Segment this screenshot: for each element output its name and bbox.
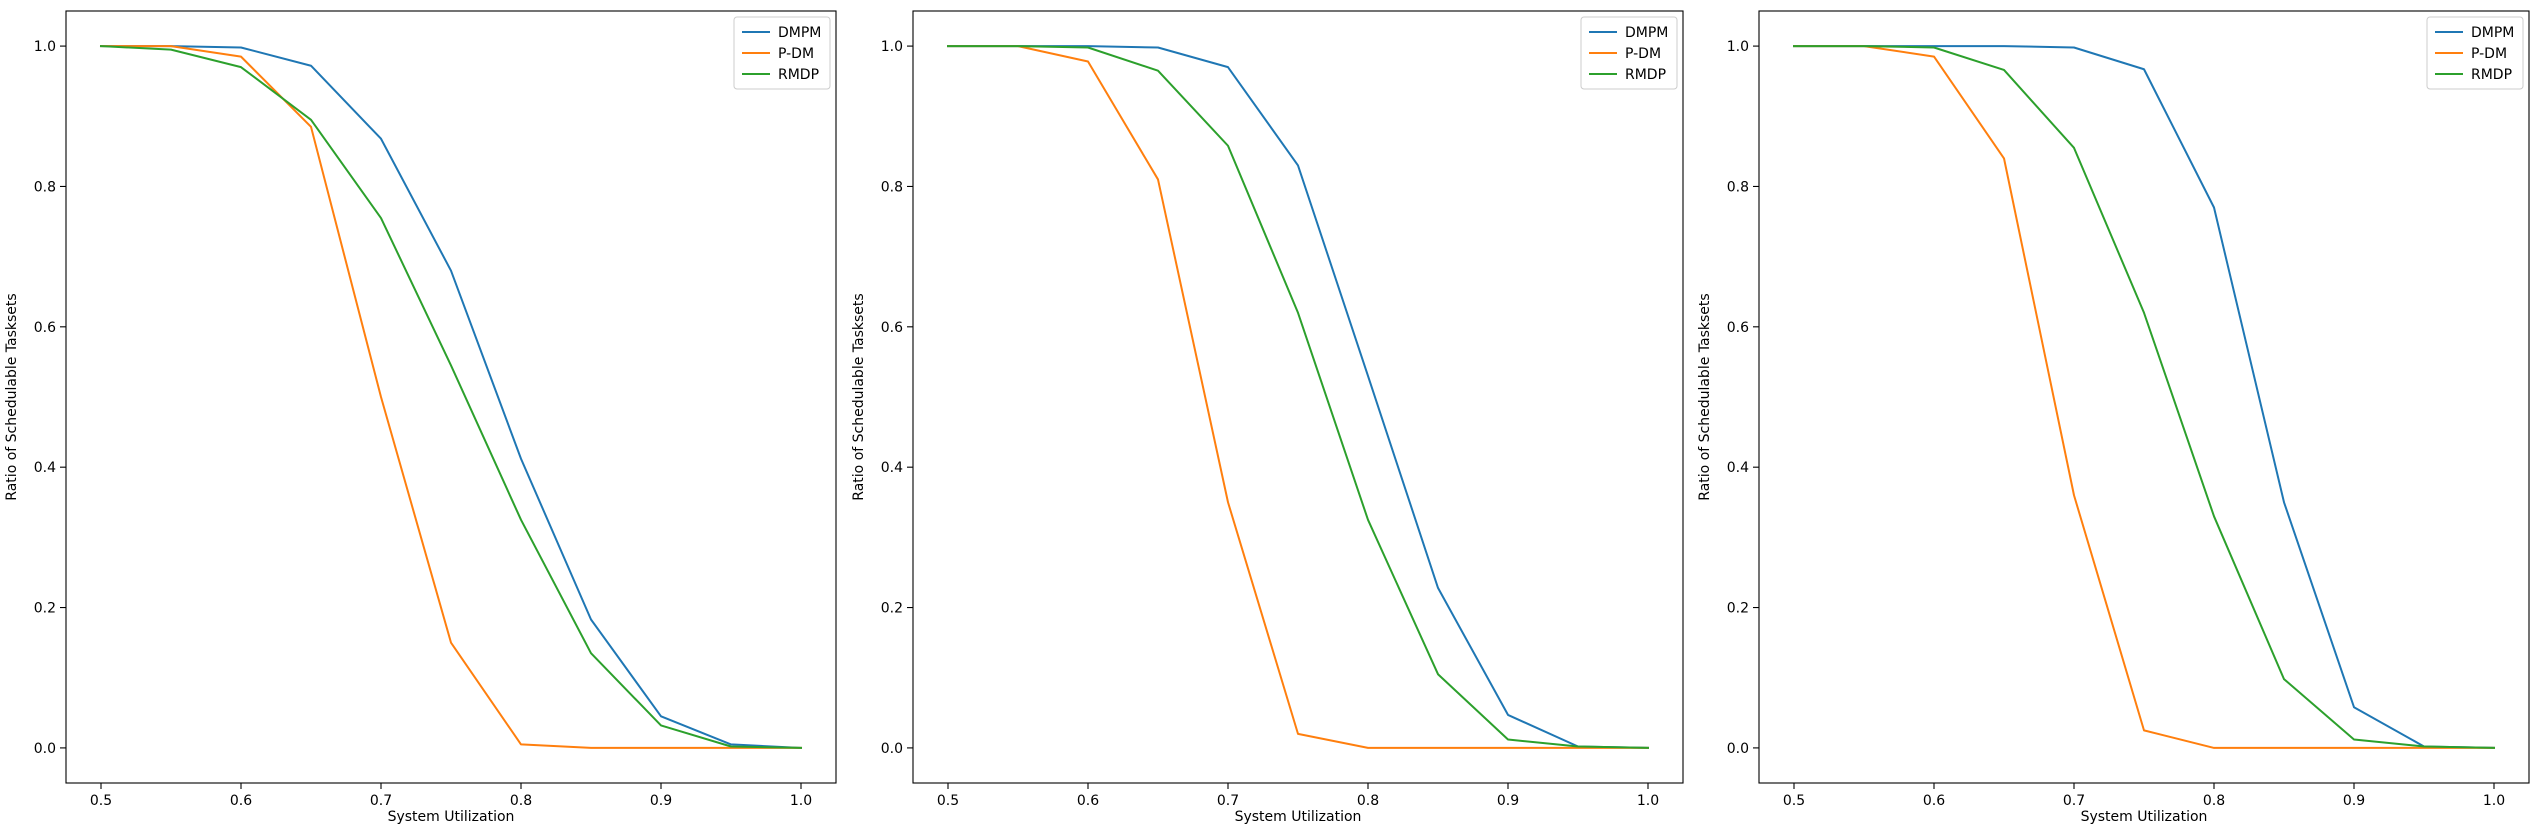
series-line-dmpm: [100, 45, 803, 749]
legend-label-dmpm: DMPM: [778, 25, 821, 41]
x-tick-label: 0.9: [650, 793, 672, 809]
axes-frame: [65, 10, 837, 784]
x-tick-label: 0.6: [230, 793, 252, 809]
legend-label-rmdp: RMDP: [2471, 67, 2512, 83]
y-tick-label: 0.6: [34, 320, 56, 336]
plot-area: [913, 11, 1683, 783]
y-axis-label: Ratio of Schedulable Tasksets: [4, 293, 20, 500]
x-tick-label: 0.8: [510, 793, 532, 809]
y-tick-label: 1.0: [1727, 39, 1749, 55]
legend-box: [2426, 16, 2524, 90]
legend: DMPM P-DM RMDP: [2426, 16, 2524, 90]
y-tick-label: 0.0: [881, 741, 903, 757]
plot-area: [66, 11, 836, 783]
plot-area: [1759, 11, 2529, 783]
x-tick-label: 0.9: [1497, 793, 1519, 809]
y-axis-label: Ratio of Schedulable Tasksets: [1697, 293, 1713, 500]
x-axis-label: System Utilization: [2081, 809, 2208, 825]
x-tick-label: 1.0: [1637, 793, 1659, 809]
legend: DMPM P-DM RMDP: [733, 16, 831, 90]
x-tick-label: 0.8: [1357, 793, 1379, 809]
x-axis-label: System Utilization: [388, 809, 515, 825]
legend-box: [733, 16, 831, 90]
chart-panel-2: 0.5 0.6 0.7 0.8 0.9 1.0 0.0 0.2 0.4 0.6 0.8 1.0 Syst…: [851, 10, 1684, 825]
axes-frame: [1758, 10, 2530, 784]
y-tick-label: 0.2: [881, 601, 903, 617]
series-line-rmdp: [1793, 45, 2496, 749]
y-tick-label: 1.0: [34, 39, 56, 55]
x-tick-label: 1.0: [2483, 793, 2505, 809]
legend-label-rmdp: RMDP: [778, 67, 819, 83]
legend-box: [1580, 16, 1678, 90]
legend-label-p-dm: P-DM: [1625, 46, 1661, 62]
x-tick-label: 0.7: [1217, 793, 1239, 809]
legend-label-dmpm: DMPM: [1625, 25, 1668, 41]
y-tick-label: 0.2: [1727, 601, 1749, 617]
y-tick-label: 0.8: [881, 179, 903, 195]
x-tick-label: 0.5: [937, 793, 959, 809]
y-tick-label: 0.8: [34, 179, 56, 195]
chart-panel-1: 0.5 0.6 0.7 0.8 0.9 1.0 0.0 0.2 0.4 0.6 0.8 1.0 Syst…: [4, 10, 837, 825]
series-line-rmdp: [947, 45, 1650, 749]
y-tick-label: 0.0: [34, 741, 56, 757]
y-tick-label: 0.4: [34, 460, 56, 476]
series-line-p-dm: [100, 45, 802, 749]
x-tick-label: 0.7: [370, 793, 392, 809]
y-tick-label: 0.8: [1727, 179, 1749, 195]
x-tick-label: 1.0: [790, 793, 812, 809]
x-tick-label: 0.8: [2203, 793, 2225, 809]
y-tick-label: 1.0: [881, 39, 903, 55]
x-tick-label: 0.6: [1077, 793, 1099, 809]
x-tick-label: 0.6: [1923, 793, 1945, 809]
legend-label-p-dm: P-DM: [2471, 46, 2507, 62]
x-axis-label: System Utilization: [1235, 809, 1362, 825]
y-tick-label: 0.2: [34, 601, 56, 617]
y-tick-label: 0.6: [1727, 320, 1749, 336]
x-tick-label: 0.7: [2063, 793, 2085, 809]
x-tick-label: 0.5: [90, 793, 112, 809]
legend-label-rmdp: RMDP: [1625, 67, 1666, 83]
x-tick-label: 0.5: [1783, 793, 1805, 809]
x-tick-label: 0.9: [2343, 793, 2365, 809]
y-tick-label: 0.4: [881, 460, 903, 476]
y-axis-label: Ratio of Schedulable Tasksets: [851, 293, 867, 500]
series-line-p-dm: [1793, 45, 2495, 749]
legend-label-p-dm: P-DM: [778, 46, 814, 62]
series-line-p-dm: [947, 45, 1649, 749]
axes-frame: [912, 10, 1684, 784]
chart-panel-3: 0.5 0.6 0.7 0.8 0.9 1.0 0.0 0.2 0.4 0.6 0.8 1.0 Syst…: [1697, 10, 2530, 825]
legend-label-dmpm: DMPM: [2471, 25, 2514, 41]
y-tick-label: 0.4: [1727, 460, 1749, 476]
series-line-rmdp: [99, 45, 803, 749]
y-tick-label: 0.6: [881, 320, 903, 336]
legend: DMPM P-DM RMDP: [1580, 16, 1678, 90]
y-tick-label: 0.0: [1727, 741, 1749, 757]
